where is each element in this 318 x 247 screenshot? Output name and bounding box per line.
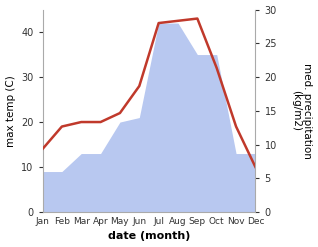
Y-axis label: max temp (C): max temp (C) — [5, 75, 16, 147]
X-axis label: date (month): date (month) — [108, 231, 190, 242]
Y-axis label: med. precipitation
(kg/m2): med. precipitation (kg/m2) — [291, 63, 313, 159]
